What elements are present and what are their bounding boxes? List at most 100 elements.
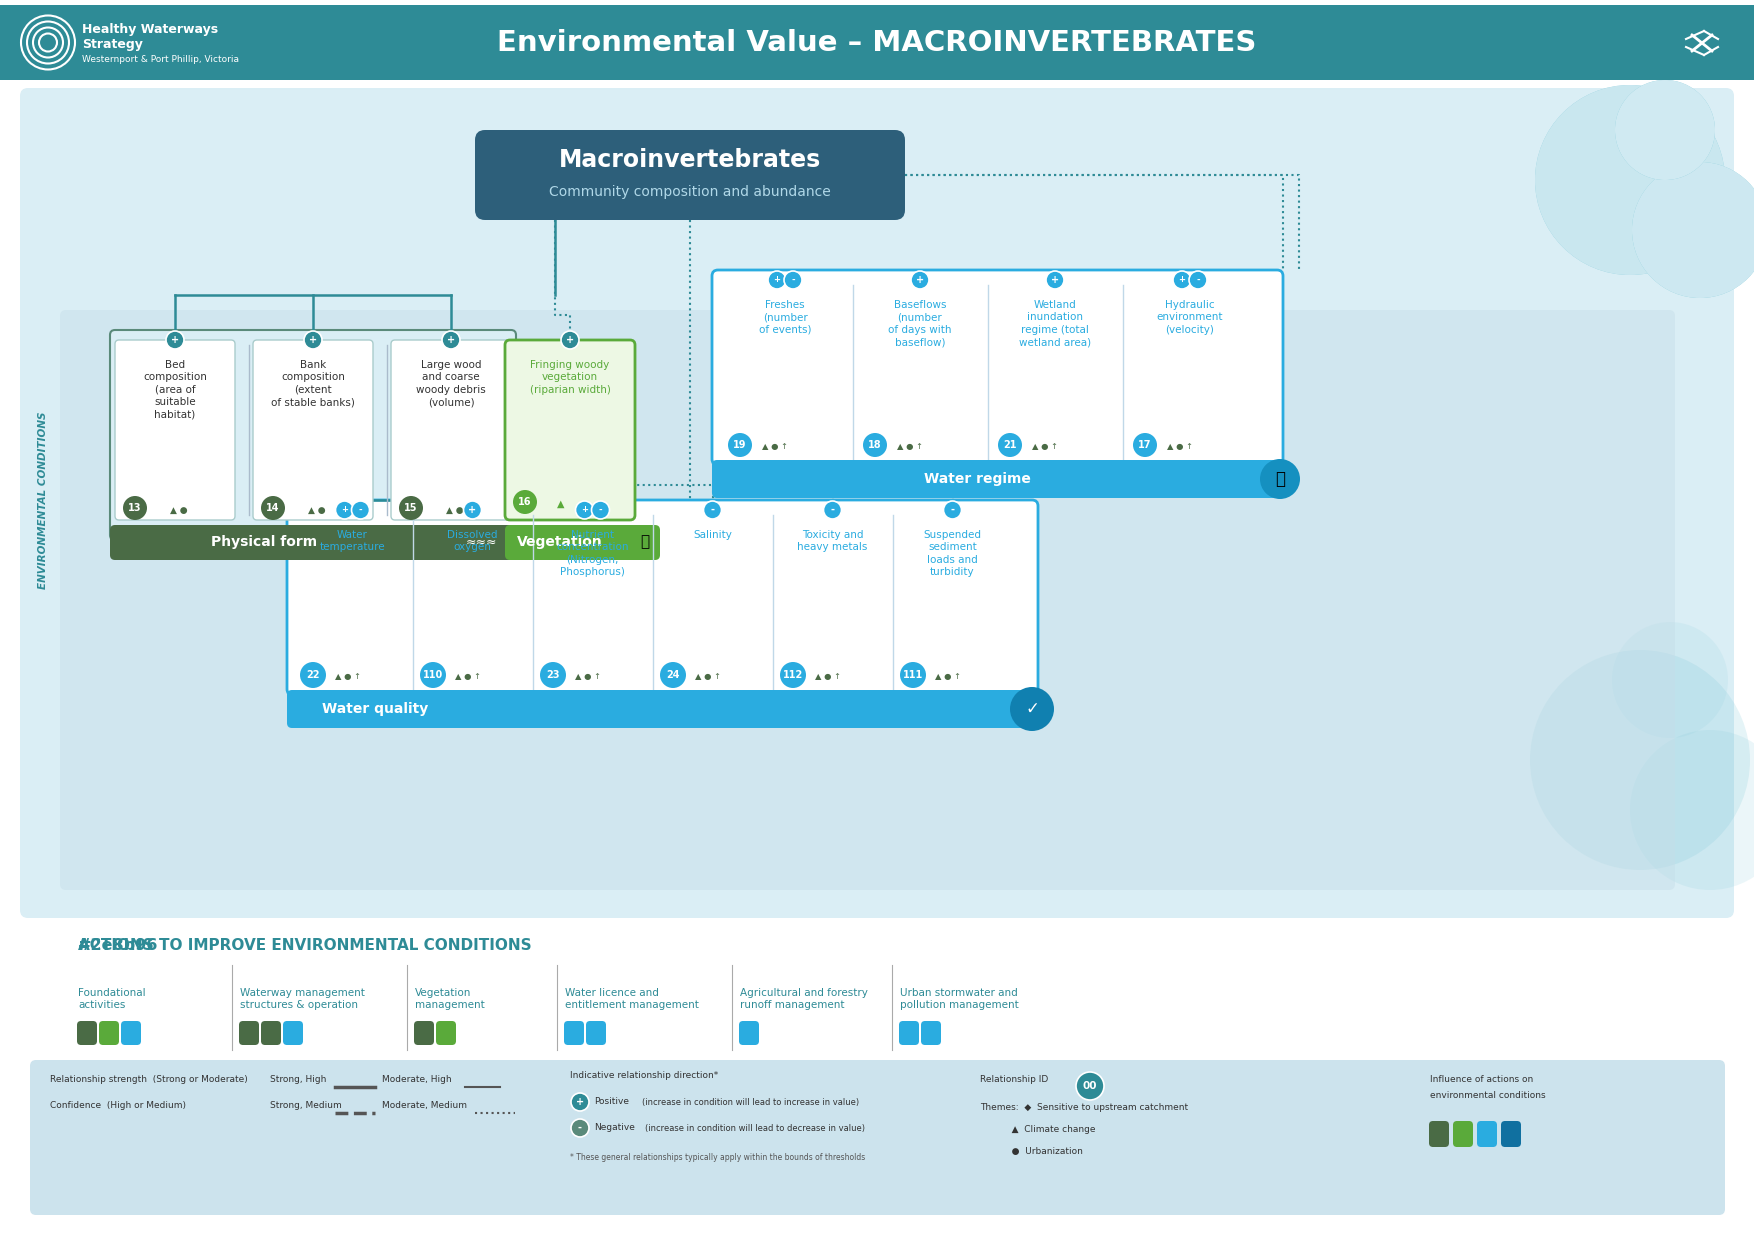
Circle shape [1010, 687, 1054, 732]
Text: ▲ ●: ▲ ● [170, 506, 188, 515]
Text: +: + [1179, 275, 1186, 284]
Text: Waterway management
structures & operation: Waterway management structures & operati… [240, 988, 365, 1009]
Text: -: - [358, 506, 363, 515]
Text: 24: 24 [667, 670, 681, 680]
Text: -: - [710, 505, 714, 515]
FancyBboxPatch shape [1452, 1121, 1473, 1147]
Text: -: - [598, 506, 602, 515]
Text: +: + [170, 335, 179, 345]
Text: ▲  Climate change: ▲ Climate change [980, 1125, 1096, 1135]
FancyBboxPatch shape [77, 1021, 96, 1045]
Text: ▲ ● ↑: ▲ ● ↑ [896, 443, 923, 451]
Text: 13: 13 [128, 503, 142, 513]
Text: ▲: ▲ [558, 498, 565, 508]
Circle shape [1045, 272, 1065, 289]
Text: ≈≈≈: ≈≈≈ [465, 536, 496, 548]
Text: Moderate, Medium: Moderate, Medium [382, 1101, 467, 1110]
Text: Themes:  ◆  Sensitive to upstream catchment: Themes: ◆ Sensitive to upstream catchmen… [980, 1104, 1187, 1112]
FancyBboxPatch shape [712, 270, 1282, 465]
Circle shape [463, 501, 482, 520]
Text: 110: 110 [423, 670, 444, 680]
FancyBboxPatch shape [921, 1021, 940, 1045]
Text: ▲ ● ↑: ▲ ● ↑ [695, 672, 721, 682]
Text: ▲ ● ↑: ▲ ● ↑ [1166, 443, 1193, 451]
Circle shape [1535, 86, 1724, 275]
Text: +: + [575, 1097, 584, 1107]
FancyBboxPatch shape [116, 340, 235, 520]
Text: Macroinvertebrates: Macroinvertebrates [560, 148, 821, 172]
Circle shape [1631, 162, 1754, 298]
FancyBboxPatch shape [0, 5, 1754, 81]
Circle shape [575, 501, 593, 520]
Text: Physical form: Physical form [210, 534, 317, 549]
Text: Dissolved
oxygen: Dissolved oxygen [447, 529, 498, 552]
Text: -: - [830, 505, 835, 515]
Text: Baseflows
(number
of days with
baseflow): Baseflows (number of days with baseflow) [888, 300, 952, 347]
FancyBboxPatch shape [738, 1021, 759, 1045]
Text: Urban stormwater and
pollution management: Urban stormwater and pollution managemen… [900, 988, 1019, 1009]
Text: +: + [468, 505, 477, 515]
Text: ▲ ● ↑: ▲ ● ↑ [1031, 443, 1058, 451]
Text: 14: 14 [267, 503, 279, 513]
FancyBboxPatch shape [586, 1021, 605, 1045]
Text: environmental conditions: environmental conditions [1430, 1091, 1545, 1100]
FancyBboxPatch shape [288, 500, 1038, 694]
Circle shape [1173, 272, 1191, 289]
Text: Negative: Negative [595, 1123, 635, 1132]
Text: Water licence and
entitlement management: Water licence and entitlement management [565, 988, 698, 1009]
Text: Hydraulic
environment
(velocity): Hydraulic environment (velocity) [1156, 300, 1223, 335]
Text: (increase in condition will lead to decrease in value): (increase in condition will lead to decr… [645, 1123, 865, 1132]
FancyBboxPatch shape [414, 1021, 433, 1045]
Text: Water regime: Water regime [924, 472, 1031, 486]
Text: Nutrient
concentration
(Nitrogen,
Phosphorus): Nutrient concentration (Nitrogen, Phosph… [556, 529, 628, 577]
Circle shape [572, 1092, 589, 1111]
FancyBboxPatch shape [98, 1021, 119, 1045]
Circle shape [442, 331, 460, 348]
Text: 15: 15 [403, 503, 417, 513]
Text: +: + [447, 335, 454, 345]
Text: Wetland
inundation
regime (total
wetland area): Wetland inundation regime (total wetland… [1019, 300, 1091, 347]
Text: Vegetation
management: Vegetation management [416, 988, 484, 1009]
Circle shape [1259, 459, 1300, 498]
Circle shape [1529, 650, 1750, 870]
Circle shape [900, 662, 926, 688]
FancyBboxPatch shape [239, 1021, 260, 1045]
FancyBboxPatch shape [1501, 1121, 1521, 1147]
Text: -: - [579, 1123, 582, 1133]
Circle shape [863, 433, 888, 458]
Text: Healthy Waterways: Healthy Waterways [82, 24, 217, 36]
Text: ▲ ● ↑: ▲ ● ↑ [575, 672, 602, 682]
Text: Strategy: Strategy [82, 38, 142, 51]
Text: #2e8b96: #2e8b96 [77, 937, 158, 954]
Text: Relationship ID: Relationship ID [980, 1075, 1049, 1084]
Circle shape [303, 331, 323, 348]
Text: Community composition and abundance: Community composition and abundance [549, 185, 831, 198]
Circle shape [167, 331, 184, 348]
Text: ▲ ●: ▲ ● [446, 506, 463, 515]
Text: Water
temperature: Water temperature [319, 529, 386, 552]
Circle shape [823, 501, 842, 520]
Text: 🐟: 🐟 [1275, 470, 1286, 489]
FancyBboxPatch shape [391, 340, 510, 520]
Text: -: - [791, 275, 795, 284]
Text: ✓: ✓ [1024, 701, 1038, 718]
FancyBboxPatch shape [111, 330, 516, 539]
Text: +: + [916, 275, 924, 285]
Circle shape [398, 496, 423, 520]
Text: Agricultural and forestry
runoff management: Agricultural and forestry runoff managem… [740, 988, 868, 1009]
Text: Environmental Value – MACROINVERTEBRATES: Environmental Value – MACROINVERTEBRATES [498, 29, 1256, 57]
Text: Bank
composition
(extent
of stable banks): Bank composition (extent of stable banks… [272, 360, 354, 407]
Text: Bed
composition
(area of
suitable
habitat): Bed composition (area of suitable habita… [144, 360, 207, 419]
Circle shape [123, 496, 147, 520]
Text: Salinity: Salinity [693, 529, 731, 539]
FancyBboxPatch shape [900, 1021, 919, 1045]
Circle shape [944, 501, 961, 520]
FancyBboxPatch shape [1477, 1121, 1496, 1147]
FancyBboxPatch shape [505, 340, 635, 520]
Circle shape [784, 272, 802, 289]
Circle shape [1629, 730, 1754, 890]
Text: ▲ ● ↑: ▲ ● ↑ [935, 672, 961, 682]
FancyBboxPatch shape [19, 88, 1735, 918]
FancyBboxPatch shape [253, 340, 374, 520]
FancyBboxPatch shape [60, 310, 1675, 890]
